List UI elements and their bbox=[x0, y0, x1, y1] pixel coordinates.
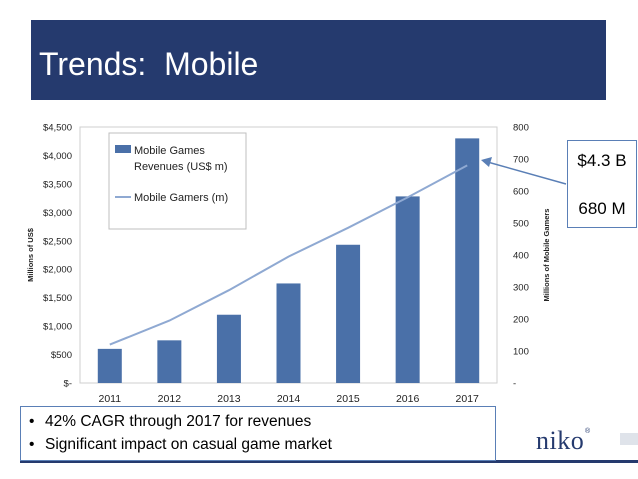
callout-revenue: $4.3 B bbox=[577, 151, 627, 170]
bar-revenue-2011 bbox=[97, 348, 122, 383]
legend-box bbox=[108, 132, 247, 230]
y-tick-label: $3,500 bbox=[43, 179, 72, 190]
y2-tick-label: 500 bbox=[513, 219, 529, 230]
bullet-dot: • bbox=[29, 436, 35, 453]
y2-tick-label: 700 bbox=[513, 155, 529, 166]
logo-text: niko bbox=[536, 426, 585, 455]
bar-revenue-2017 bbox=[455, 138, 480, 383]
callout-arrow-line bbox=[483, 160, 567, 185]
footer-rule bbox=[20, 460, 638, 463]
x-tick-label: 2017 bbox=[456, 393, 480, 405]
legend-label-revenue-line2: Revenues (US$ m) bbox=[134, 161, 228, 173]
slide-title: Trends: Mobile bbox=[39, 46, 259, 82]
legend-label-gamers: Mobile Gamers (m) bbox=[134, 192, 228, 204]
footer-accent bbox=[620, 433, 638, 445]
bullet-text: Significant impact on casual game market bbox=[45, 436, 332, 453]
bar-revenue-2013 bbox=[216, 314, 241, 383]
y2-tick-label: - bbox=[513, 379, 516, 390]
y-tick-label: $2,500 bbox=[43, 236, 72, 247]
bullet-text: 42% CAGR through 2017 for revenues bbox=[45, 413, 312, 430]
bullet-box: • 42% CAGR through 2017 for revenues • Sig… bbox=[20, 406, 496, 461]
bullet-item: • Significant impact on casual game marke… bbox=[29, 436, 332, 454]
x-tick-label: 2016 bbox=[396, 393, 420, 405]
bar-revenue-2016 bbox=[395, 196, 420, 383]
y2-tick-label: 200 bbox=[513, 315, 529, 326]
callout-gamers: 680 M bbox=[578, 199, 626, 218]
y2-axis-title: Millions of Mobile Gamers bbox=[542, 209, 551, 302]
y-tick-label: $- bbox=[64, 379, 72, 390]
y-tick-label: $4,500 bbox=[43, 123, 72, 134]
x-tick-label: 2011 bbox=[98, 393, 121, 405]
legend-swatch-revenue bbox=[115, 145, 131, 153]
x-tick-label: 2014 bbox=[277, 393, 301, 405]
bar-revenue-2014 bbox=[276, 283, 301, 383]
bar-revenue-2012 bbox=[157, 340, 182, 383]
y2-tick-label: 400 bbox=[513, 251, 529, 262]
bar-revenue-2015 bbox=[336, 244, 361, 383]
line-mobile-gamers bbox=[109, 164, 468, 346]
title-bar: Trends: Mobile bbox=[31, 20, 606, 100]
registered-mark: ® bbox=[585, 428, 591, 435]
y2-tick-label: 600 bbox=[513, 187, 529, 198]
x-tick-label: 2013 bbox=[217, 393, 241, 405]
x-tick-label: 2012 bbox=[158, 393, 182, 405]
y-tick-label: $4,000 bbox=[43, 151, 72, 162]
y-tick-label: $2,000 bbox=[43, 265, 72, 276]
y-tick-label: $1,000 bbox=[43, 322, 72, 333]
y2-tick-label: 800 bbox=[513, 123, 529, 134]
bullet-item: • 42% CAGR through 2017 for revenues bbox=[29, 413, 311, 431]
y2-tick-label: 100 bbox=[513, 347, 529, 358]
y-axis-title: Millions of US$ bbox=[26, 227, 35, 282]
y-tick-label: $500 bbox=[51, 350, 72, 361]
callout-arrow-head bbox=[481, 157, 492, 167]
legend-label-revenue-line1: Mobile Games bbox=[134, 145, 205, 157]
callout-box: $4.3 B 680 M bbox=[567, 140, 637, 228]
x-tick-label: 2015 bbox=[336, 393, 360, 405]
niko-logo: niko ® bbox=[536, 426, 592, 462]
bullet-dot: • bbox=[29, 413, 35, 430]
y2-tick-label: 300 bbox=[513, 283, 529, 294]
y-tick-label: $3,000 bbox=[43, 208, 72, 219]
y-tick-label: $1,500 bbox=[43, 293, 72, 304]
